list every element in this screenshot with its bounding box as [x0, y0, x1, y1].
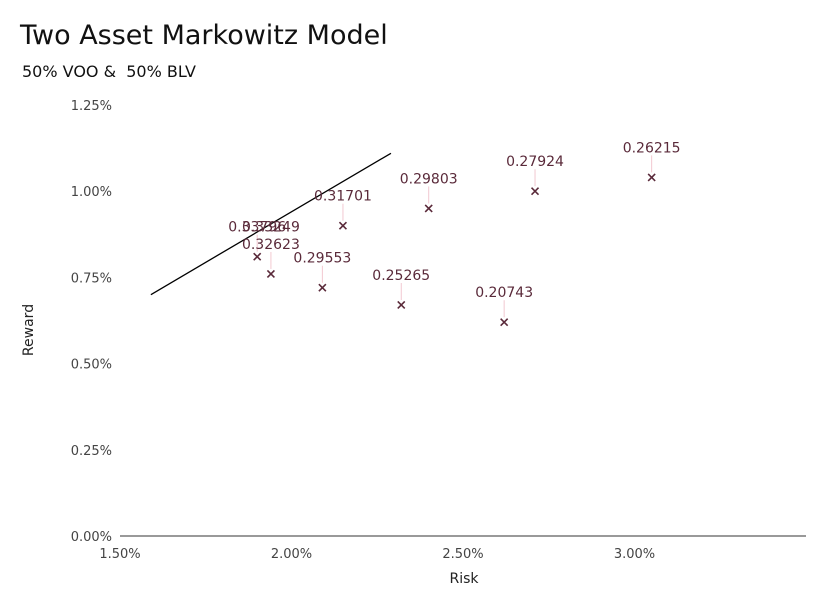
data-point [397, 300, 406, 310]
y-tick-label: 1.25% [71, 99, 112, 114]
chart-subtitle: 50% VOO & 50% BLV [22, 62, 196, 81]
data-label: 0.33796 [228, 220, 286, 236]
data-point [500, 318, 509, 327]
data-point-stroke [253, 252, 262, 261]
y-tick-label: 1.00% [71, 185, 112, 200]
data-point-stroke [647, 173, 656, 182]
data-label: 0.29803 [400, 171, 458, 187]
data-label: 0.31701 [314, 189, 372, 205]
data-point-stroke [318, 283, 327, 292]
axes-layer: 1.50% 2.00% 2.50% 3.00% 0.00% 0.25% 0.50% 0.75%… [71, 99, 806, 562]
x-tick-label: 2.50% [442, 547, 483, 562]
data-label: 0.29553 [293, 251, 351, 267]
data-point [266, 269, 275, 279]
chart-title: Two Asset Markowitz Model [20, 20, 388, 51]
data-point [253, 252, 262, 261]
data-label: 0.27924 [506, 154, 564, 170]
y-tick-label: 0.00% [71, 530, 112, 545]
data-point-stroke [266, 269, 275, 279]
data-point-stroke [424, 204, 433, 213]
data-point-stroke [530, 187, 540, 196]
data-label: 0.20743 [475, 285, 533, 301]
data-point [530, 187, 540, 196]
data-point [424, 204, 433, 213]
x-tick-label: 2.00% [271, 547, 312, 562]
data-point-stroke [397, 300, 406, 310]
x-tick-label: 3.00% [614, 547, 655, 562]
y-tick-label: 0.25% [71, 444, 112, 459]
data-point [318, 283, 327, 292]
data-point [338, 221, 348, 230]
data-point-stroke [500, 318, 509, 327]
x-tick-label: 1.50% [99, 547, 140, 562]
data-label: 0.26215 [623, 140, 681, 156]
y-tick-label: 0.75% [71, 271, 112, 286]
y-axis-title: Reward [21, 304, 37, 356]
data-point-stroke [338, 221, 348, 230]
data-label: 0.25265 [372, 268, 430, 284]
data-point [647, 173, 656, 182]
data-label: 0.33249 [242, 220, 300, 236]
x-axis-title: Risk [449, 571, 479, 587]
data-label: 0.32623 [242, 237, 300, 253]
frontier-line [150, 152, 392, 296]
y-tick-label: 0.50% [71, 358, 112, 373]
